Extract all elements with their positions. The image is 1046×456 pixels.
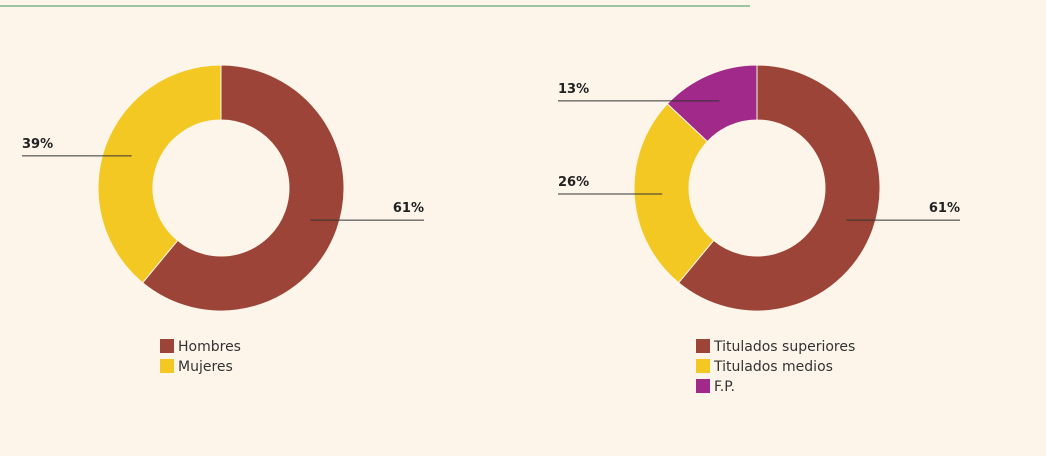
donut-segment bbox=[141, 64, 345, 312]
value-label: 61% bbox=[393, 201, 424, 216]
value-label: 61% bbox=[929, 201, 960, 216]
legend-label: F.P. bbox=[714, 379, 735, 395]
legend-swatch bbox=[696, 339, 710, 353]
legend-label: Titulados medios bbox=[713, 359, 833, 375]
legend-swatch bbox=[696, 359, 710, 373]
legend-label: Mujeres bbox=[178, 359, 233, 375]
donut-segment bbox=[677, 64, 881, 312]
value-label: 26% bbox=[558, 175, 589, 190]
donut-segment bbox=[666, 64, 758, 143]
value-label: 13% bbox=[558, 82, 589, 97]
donut-segment bbox=[633, 103, 715, 284]
legend-label: Hombres bbox=[178, 339, 241, 355]
legend-swatch bbox=[160, 359, 174, 373]
legend-label: Titulados superiores bbox=[713, 339, 855, 355]
legend-swatch bbox=[696, 379, 710, 393]
legend-swatch bbox=[160, 339, 174, 353]
value-label: 39% bbox=[22, 137, 53, 152]
donut-segment bbox=[97, 64, 222, 284]
